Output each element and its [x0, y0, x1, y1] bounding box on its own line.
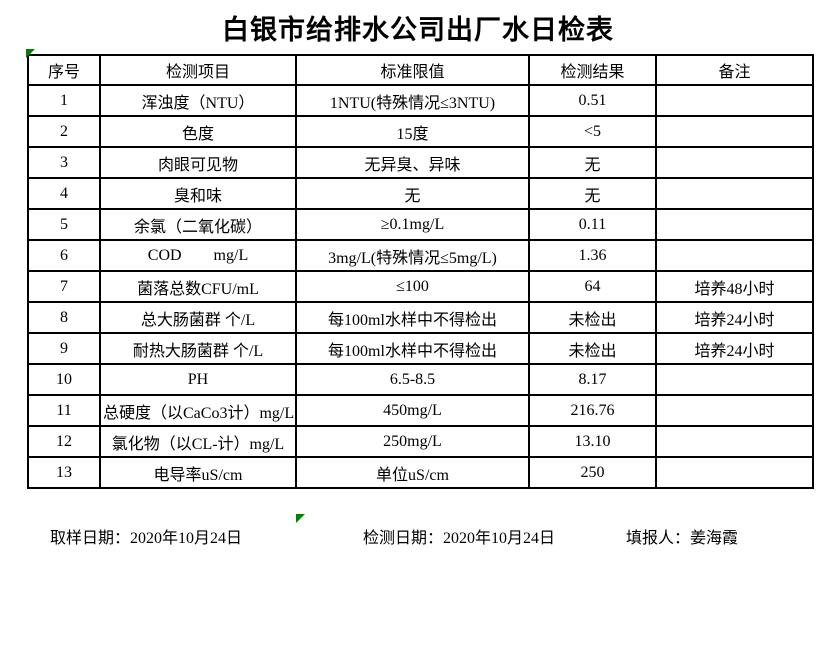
table-row: 9 耐热大肠菌群 个/L 每100ml水样中不得检出 未检出 培养24小时	[27, 332, 814, 365]
cell-remark	[655, 425, 814, 458]
cell-remark	[655, 456, 814, 489]
cell-remark	[655, 239, 814, 272]
cell-item: 耐热大肠菌群 个/L	[99, 332, 297, 365]
cell-no: 7	[27, 270, 101, 303]
cell-no: 10	[27, 363, 101, 396]
cell-result: 64	[528, 270, 657, 303]
cell-result: <5	[528, 115, 657, 148]
cell-standard: 单位uS/cm	[295, 456, 530, 489]
table-row: 2 色度 15度 <5	[27, 115, 814, 148]
cell-no: 12	[27, 425, 101, 458]
test-date-text: 检测日期：2020年10月24日	[363, 530, 556, 547]
table-row: 5 余氯（二氧化碳） ≥0.1mg/L 0.11	[27, 208, 814, 241]
cell-remark	[655, 208, 814, 241]
cell-item: 浑浊度（NTU）	[99, 84, 297, 117]
cell-standard: 每100ml水样中不得检出	[295, 301, 530, 334]
reporter-text: 填报人：姜海霞	[626, 530, 739, 547]
cell-no: 2	[27, 115, 101, 148]
cell-standard: 250mg/L	[295, 425, 530, 458]
cell-item: COD mg/L	[99, 239, 297, 272]
cell-result: 0.11	[528, 208, 657, 241]
cell-remark	[655, 394, 814, 427]
cell-result: 未检出	[528, 332, 657, 365]
cell-item: 总硬度（以CaCo3计）mg/L	[99, 394, 297, 427]
table-row: 10 PH 6.5-8.5 8.17	[27, 363, 814, 396]
sampling-date-text: 取样日期：2020年10月24日	[50, 530, 243, 547]
page-title: 白银市给排水公司出厂水日检表	[222, 15, 614, 45]
cell-item: 总大肠菌群 个/L	[99, 301, 297, 334]
cell-item: 臭和味	[99, 177, 297, 210]
inspection-table: 序号 检测项目 标准限值 检测结果 备注 1 浑浊度（NTU） 1NTU(特殊情…	[27, 54, 814, 489]
table-row: 6 COD mg/L 3mg/L(特殊情况≤5mg/L) 1.36	[27, 239, 814, 272]
cell-remark: 培养24小时	[655, 332, 814, 365]
cell-item: PH	[99, 363, 297, 396]
cell-result: 8.17	[528, 363, 657, 396]
cell-standard: 1NTU(特殊情况≤3NTU)	[295, 84, 530, 117]
cell-result: 1.36	[528, 239, 657, 272]
cell-no: 5	[27, 208, 101, 241]
table-row: 13 电导率uS/cm 单位uS/cm 250	[27, 456, 814, 489]
header-item: 检测项目	[99, 54, 297, 86]
cell-remark	[655, 177, 814, 210]
cell-no: 13	[27, 456, 101, 489]
cell-no: 9	[27, 332, 101, 365]
cell-no: 1	[27, 84, 101, 117]
table-header-row: 序号 检测项目 标准限值 检测结果 备注	[27, 54, 814, 86]
cell-no: 4	[27, 177, 101, 210]
cell-item: 菌落总数CFU/mL	[99, 270, 297, 303]
table-row: 1 浑浊度（NTU） 1NTU(特殊情况≤3NTU) 0.51	[27, 84, 814, 117]
cell-remark	[655, 84, 814, 117]
cell-item: 色度	[99, 115, 297, 148]
cell-item: 氯化物（以CL-计）mg/L	[99, 425, 297, 458]
cell-result: 0.51	[528, 84, 657, 117]
cell-item: 余氯（二氧化碳）	[99, 208, 297, 241]
cell-no: 8	[27, 301, 101, 334]
cell-standard: ≤100	[295, 270, 530, 303]
cell-remark	[655, 115, 814, 148]
table-row: 11 总硬度（以CaCo3计）mg/L 450mg/L 216.76	[27, 394, 814, 427]
cell-standard: 3mg/L(特殊情况≤5mg/L)	[295, 239, 530, 272]
cell-standard: 450mg/L	[295, 394, 530, 427]
table-row: 12 氯化物（以CL-计）mg/L 250mg/L 13.10	[27, 425, 814, 458]
cell-remark	[655, 146, 814, 179]
cell-item: 电导率uS/cm	[99, 456, 297, 489]
cell-remark	[655, 363, 814, 396]
cell-standard: 无	[295, 177, 530, 210]
table-row: 7 菌落总数CFU/mL ≤100 64 培养48小时	[27, 270, 814, 303]
cell-remark: 培养24小时	[655, 301, 814, 334]
cell-no: 11	[27, 394, 101, 427]
table-row: 4 臭和味 无 无	[27, 177, 814, 210]
table-row: 8 总大肠菌群 个/L 每100ml水样中不得检出 未检出 培养24小时	[27, 301, 814, 334]
cell-result: 无	[528, 177, 657, 210]
header-remark: 备注	[655, 54, 814, 86]
cell-no: 6	[27, 239, 101, 272]
header-result: 检测结果	[528, 54, 657, 86]
cell-result: 13.10	[528, 425, 657, 458]
cell-result: 未检出	[528, 301, 657, 334]
header-standard: 标准限值	[295, 54, 530, 86]
cell-result: 216.76	[528, 394, 657, 427]
cell-result: 无	[528, 146, 657, 179]
green-corner-triangle-icon	[26, 49, 35, 58]
cell-standard: 15度	[295, 115, 530, 148]
cell-no: 3	[27, 146, 101, 179]
cell-remark: 培养48小时	[655, 270, 814, 303]
cell-standard: 6.5-8.5	[295, 363, 530, 396]
green-corner-triangle-icon	[296, 514, 305, 523]
cell-standard: 无异臭、异味	[295, 146, 530, 179]
header-no: 序号	[27, 54, 101, 86]
cell-standard: ≥0.1mg/L	[295, 208, 530, 241]
cell-item: 肉眼可见物	[99, 146, 297, 179]
cell-result: 250	[528, 456, 657, 489]
cell-standard: 每100ml水样中不得检出	[295, 332, 530, 365]
table-row: 3 肉眼可见物 无异臭、异味 无	[27, 146, 814, 179]
